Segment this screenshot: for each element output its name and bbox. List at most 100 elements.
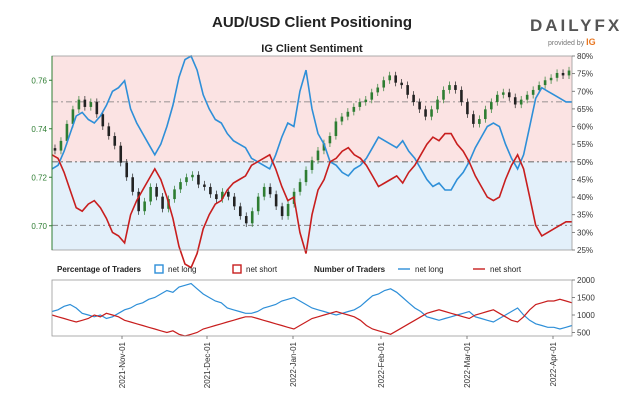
candle-body	[274, 194, 278, 207]
candle-body	[549, 77, 553, 81]
candle-body	[322, 143, 326, 151]
count-axis: 2000 1500 1000 500	[572, 276, 595, 338]
candle-body	[442, 89, 445, 100]
candle-body	[185, 177, 188, 183]
candle-body	[555, 72, 559, 78]
candle-body	[203, 184, 206, 187]
legend: Percentage of Traders net long net short…	[57, 264, 522, 274]
legend-pct-label: Percentage of Traders	[57, 265, 142, 274]
candle-body	[53, 148, 57, 151]
candle-body	[537, 85, 541, 90]
candle-body	[400, 82, 403, 86]
candle-body	[191, 174, 194, 178]
candle-body	[232, 196, 236, 207]
sentiment-lines	[51, 54, 572, 269]
candle-body	[340, 116, 344, 122]
net-long-pct-line	[51, 54, 572, 191]
candle-body	[358, 102, 362, 107]
legend-num-net-short: net short	[490, 265, 522, 274]
candle-body	[418, 102, 421, 110]
chart-subtitle: IG Client Sentiment	[261, 43, 363, 55]
candle-body	[71, 109, 75, 124]
date-tick-label: 2022-Mar-01	[463, 341, 472, 387]
count-tick-label: 1500	[577, 294, 595, 303]
date-tick-label: 2021-Nov-01	[118, 341, 127, 388]
candle-body	[268, 186, 272, 195]
candle-body	[430, 109, 433, 117]
trader-count-lines	[51, 282, 573, 337]
net-long-count-line	[51, 282, 573, 330]
dailyfx-logo: DAILYFX	[530, 16, 623, 35]
count-tick-label: 500	[577, 329, 591, 338]
candle-body	[412, 94, 415, 103]
candle-body	[280, 206, 284, 217]
candle-body	[238, 206, 242, 217]
candle-body	[262, 186, 266, 197]
date-tick-label: 2022-Apr-01	[549, 341, 558, 386]
pct-tick-label: 50%	[577, 158, 593, 167]
candle-body	[394, 75, 397, 83]
legend-num-net-long: net long	[415, 265, 443, 274]
pct-tick-label: 65%	[577, 105, 593, 114]
count-tick-label: 1000	[577, 311, 595, 320]
candle-body	[244, 216, 248, 224]
pct-tick-label: 30%	[577, 228, 593, 237]
candle-body	[567, 70, 571, 76]
pct-tick-label: 45%	[577, 175, 593, 184]
candle-body	[256, 196, 260, 212]
provided-by-label: provided by IG	[548, 37, 596, 47]
candle-body	[513, 97, 517, 105]
date-tick-label: 2022-Feb-01	[377, 341, 386, 387]
candle-body	[501, 92, 505, 95]
price-candles	[53, 66, 571, 227]
pct-tick-label: 35%	[577, 211, 593, 220]
pct-tick-label: 40%	[577, 193, 593, 202]
candle-body	[298, 182, 302, 192]
candle-body	[197, 174, 200, 185]
candle-body	[406, 85, 409, 95]
candle-body	[179, 182, 182, 190]
candle-body	[149, 186, 152, 202]
candle-body	[83, 99, 87, 107]
candle-body	[478, 119, 481, 124]
date-axis: 2021-Nov-01 2021-Dec-01 2022-Jan-01 2022-Fe…	[118, 336, 558, 388]
price-tick-label: 0.70	[31, 222, 47, 231]
candle-body	[460, 89, 463, 103]
price-tick-label: 0.74	[31, 125, 47, 134]
candle-body	[370, 92, 374, 100]
pct-tick-label: 55%	[577, 140, 593, 149]
candle-body	[77, 99, 81, 110]
candle-body	[436, 99, 439, 110]
candle-body	[507, 92, 511, 98]
candle-body	[519, 99, 523, 105]
net-short-count-line	[51, 298, 573, 337]
candle-body	[304, 169, 308, 183]
candle-body	[561, 72, 565, 76]
candle-body	[382, 80, 386, 88]
price-tick-label: 0.76	[31, 76, 47, 85]
reference-lines	[52, 101, 572, 226]
date-tick-label: 2021-Dec-01	[203, 341, 212, 388]
candle-body	[364, 99, 368, 103]
candle-body	[484, 109, 487, 120]
candle-body	[352, 106, 356, 112]
candle-body	[65, 123, 69, 141]
candle-body	[59, 140, 63, 151]
candle-body	[119, 145, 123, 163]
legend-pct-net-long-swatch	[154, 264, 164, 274]
candle-body	[221, 191, 224, 200]
pct-tick-label: 80%	[577, 52, 593, 61]
candle-body	[346, 111, 350, 117]
candle-body	[95, 102, 99, 115]
candle-body	[107, 126, 111, 137]
price-tick-label: 0.72	[31, 173, 47, 182]
candle-body	[448, 85, 451, 90]
candle-body	[131, 177, 134, 192]
candle-body	[113, 136, 117, 146]
candle-body	[137, 191, 140, 212]
percentage-axis: 80% 75% 70% 65% 60% 55% 50% 45% 40% 35% 30% 25%	[572, 52, 593, 255]
candle-body	[310, 160, 314, 170]
bottom-plot-frame	[51, 279, 573, 337]
provided-by-text: provided by	[548, 40, 585, 47]
candle-body	[101, 114, 105, 127]
